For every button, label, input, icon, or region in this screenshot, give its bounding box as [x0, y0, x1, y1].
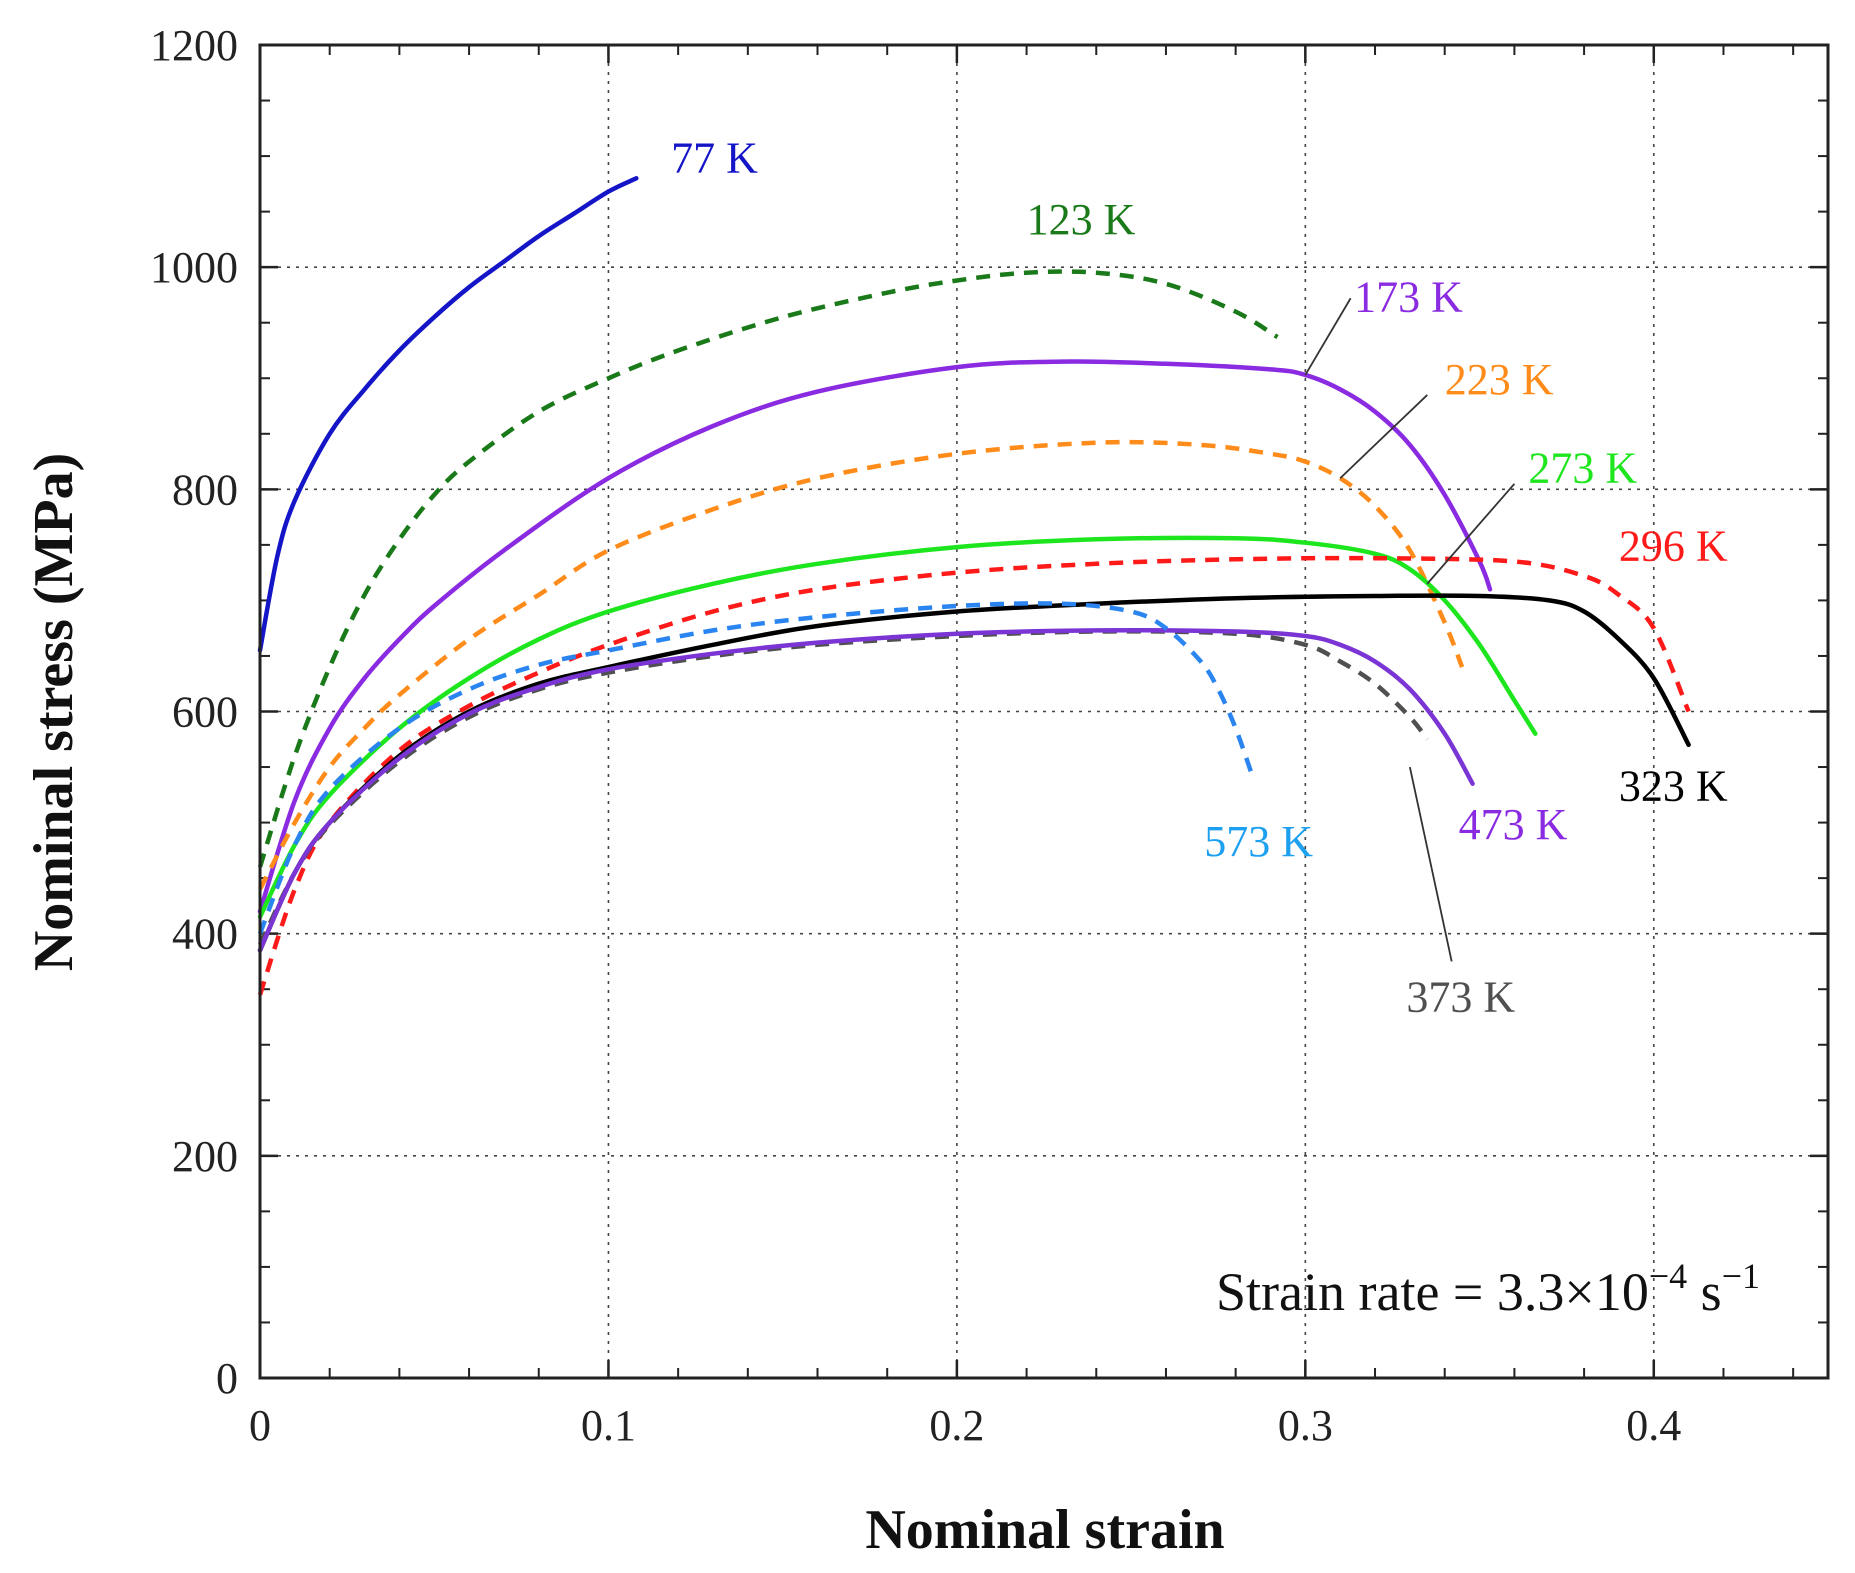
- series-line-173-k: [257, 359, 1493, 914]
- y-tick-label: 600: [172, 688, 238, 737]
- x-tick-label: 0.2: [929, 1401, 984, 1450]
- series-layer: [257, 176, 1691, 996]
- y-axis-title: Nominal stress (MPa): [23, 453, 85, 971]
- leader-line-373-k: [1408, 766, 1453, 962]
- strain-rate-annotation: Strain rate = 3.3×10−4 s−1: [1216, 1256, 1760, 1322]
- series-line-77-k: [257, 176, 639, 653]
- y-tick-label: 800: [172, 465, 238, 514]
- tick-label-layer: 0 0.1 0.2 0.3 0.4 0 200 400 600 800 1000 1200: [150, 21, 1681, 1450]
- series-label-473-k: 473 K: [1459, 800, 1568, 849]
- series-label-296-k: 296 K: [1619, 521, 1728, 570]
- leader-line-273-k: [1426, 483, 1516, 585]
- annotation-prefix: Strain rate = 3.3: [1216, 1262, 1564, 1322]
- leader-line-173-k: [1304, 297, 1352, 376]
- x-tick-label: 0.3: [1278, 1401, 1333, 1450]
- x-axis-title: Nominal strain: [865, 1499, 1224, 1561]
- leader-line-223-k: [1339, 394, 1428, 479]
- x-tick-label: 0.1: [581, 1401, 636, 1450]
- annotation-exp2: −1: [1722, 1256, 1760, 1296]
- series-label-layer: 77 K 123 K 173 K 223 K 273 K 296 K 323 K 473 K 5…: [671, 134, 1728, 1022]
- annotation-times: ×: [1564, 1262, 1594, 1322]
- series-label-123-k: 123 K: [1027, 195, 1136, 244]
- series-line-296-k: [257, 555, 1691, 996]
- leader-layer: [1304, 297, 1516, 962]
- annotation-base: 10: [1595, 1262, 1649, 1322]
- series-line-473-k: [257, 628, 1475, 953]
- plot-frame: [258, 43, 1830, 1380]
- x-tick-label: 0: [249, 1401, 271, 1450]
- grid-layer: [260, 45, 1828, 1378]
- series-line-223-k: [258, 439, 1465, 891]
- y-tick-label: 0: [216, 1354, 238, 1403]
- series-line-273-k: [257, 535, 1538, 920]
- series-label-173-k: 173 K: [1354, 273, 1463, 322]
- x-tick-label: 0.4: [1626, 1401, 1681, 1450]
- series-label-223-k: 223 K: [1445, 355, 1554, 404]
- series-label-573-k: 573 K: [1204, 817, 1313, 866]
- series-line-123-k: [257, 269, 1279, 868]
- annotation-unit: s: [1687, 1262, 1722, 1322]
- series-label-373-k: 373 K: [1406, 972, 1515, 1021]
- series-label-323-k: 323 K: [1619, 761, 1728, 810]
- y-tick-label: 1200: [150, 21, 238, 70]
- series-label-77-k: 77 K: [671, 134, 758, 183]
- series-label-273-k: 273 K: [1528, 444, 1637, 493]
- minor-tick-layer: [258, 43, 1828, 1380]
- series-line-573-k: [257, 601, 1256, 935]
- y-tick-label: 400: [172, 910, 238, 959]
- annotation-exp1: −4: [1649, 1256, 1687, 1296]
- y-tick-label: 200: [172, 1132, 238, 1181]
- y-tick-label: 1000: [150, 243, 238, 292]
